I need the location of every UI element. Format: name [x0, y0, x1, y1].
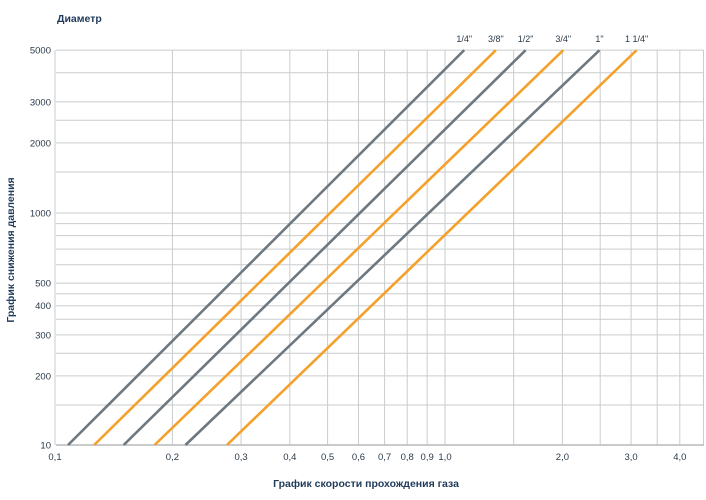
series-label: 1 1/4" — [625, 34, 648, 44]
series-label: 3/4" — [555, 34, 571, 44]
series-line-5 — [226, 49, 638, 446]
x-tick-label: 0,6 — [352, 452, 365, 463]
x-tick-label: 0,1 — [48, 452, 61, 463]
x-tick-label: 0,3 — [234, 452, 247, 463]
series-lines — [67, 49, 638, 446]
x-tick-label: 0,2 — [166, 452, 179, 463]
x-tick-label: 1,0 — [438, 452, 451, 463]
x-tick-labels: 0,1 0,2 0,3 0,4 0,5 0,6 0,7 0,8 0,9 1,0 2,0 3,0 4,0 — [48, 452, 686, 463]
y-tick-label: 500 — [35, 279, 51, 290]
series-labels: 1/4" 3/8" 1/2" 3/4" 1" 1 1/4" — [456, 34, 648, 44]
chart-title: Диаметр — [57, 13, 102, 25]
x-axis-title: График скорости прохождения газа — [273, 478, 459, 490]
series-label: 1/2" — [518, 34, 534, 44]
x-tick-label: 0,4 — [283, 452, 296, 463]
series-line-3 — [153, 49, 565, 446]
x-tick-label: 0,7 — [378, 452, 391, 463]
series-line-0 — [67, 49, 466, 446]
y-tick-label: 2000 — [30, 138, 51, 149]
series-label: 3/8" — [488, 34, 504, 44]
y-tick-label: 10 — [40, 441, 51, 452]
y-tick-labels: 10 200 300 400 500 1000 2000 3000 5000 — [30, 46, 51, 452]
y-tick-label: 1000 — [30, 209, 51, 220]
series-line-4 — [184, 49, 601, 446]
series-label: 1/4" — [456, 34, 472, 44]
x-tick-label: 0,8 — [401, 452, 414, 463]
series-line-1 — [93, 49, 497, 446]
grid — [54, 49, 704, 446]
y-tick-label: 300 — [35, 330, 51, 341]
y-tick-label: 400 — [35, 301, 51, 312]
y-axis-title: График снижения давления — [5, 177, 17, 322]
x-tick-label: 3,0 — [624, 452, 637, 463]
x-tick-label: 0,5 — [321, 452, 334, 463]
x-tick-label: 4,0 — [673, 452, 686, 463]
x-tick-label: 0,9 — [421, 452, 434, 463]
series-line-2 — [122, 49, 527, 446]
y-tick-label: 200 — [35, 371, 51, 382]
y-tick-label: 3000 — [30, 97, 51, 108]
series-label: 1" — [595, 34, 603, 44]
y-tick-label: 5000 — [30, 46, 51, 57]
x-tick-label: 2,0 — [556, 452, 569, 463]
